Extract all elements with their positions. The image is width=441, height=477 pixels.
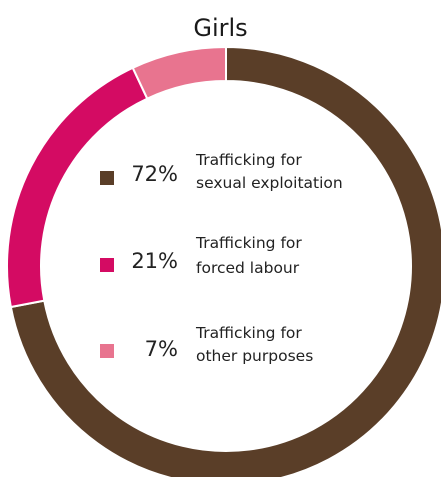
- legend-label-line1: Trafficking for: [196, 234, 302, 252]
- chart-title: Girls: [193, 14, 248, 42]
- legend-label-line1: Trafficking for: [196, 151, 302, 169]
- donut-slice-0: [9, 45, 441, 477]
- legend-label-line2: other purposes: [196, 347, 314, 365]
- legend-swatch: [100, 258, 114, 272]
- legend-swatch: [100, 344, 114, 358]
- legend-swatch: [100, 171, 114, 185]
- legend-label-line2: forced labour: [196, 259, 300, 277]
- legend-percent: 72%: [131, 162, 178, 186]
- legend-label-line2: sexual exploitation: [196, 174, 343, 192]
- legend-label-line1: Trafficking for: [196, 324, 302, 342]
- legend-percent: 21%: [131, 249, 178, 273]
- donut-slice-2: [131, 45, 227, 100]
- legend-percent: 7%: [144, 337, 178, 361]
